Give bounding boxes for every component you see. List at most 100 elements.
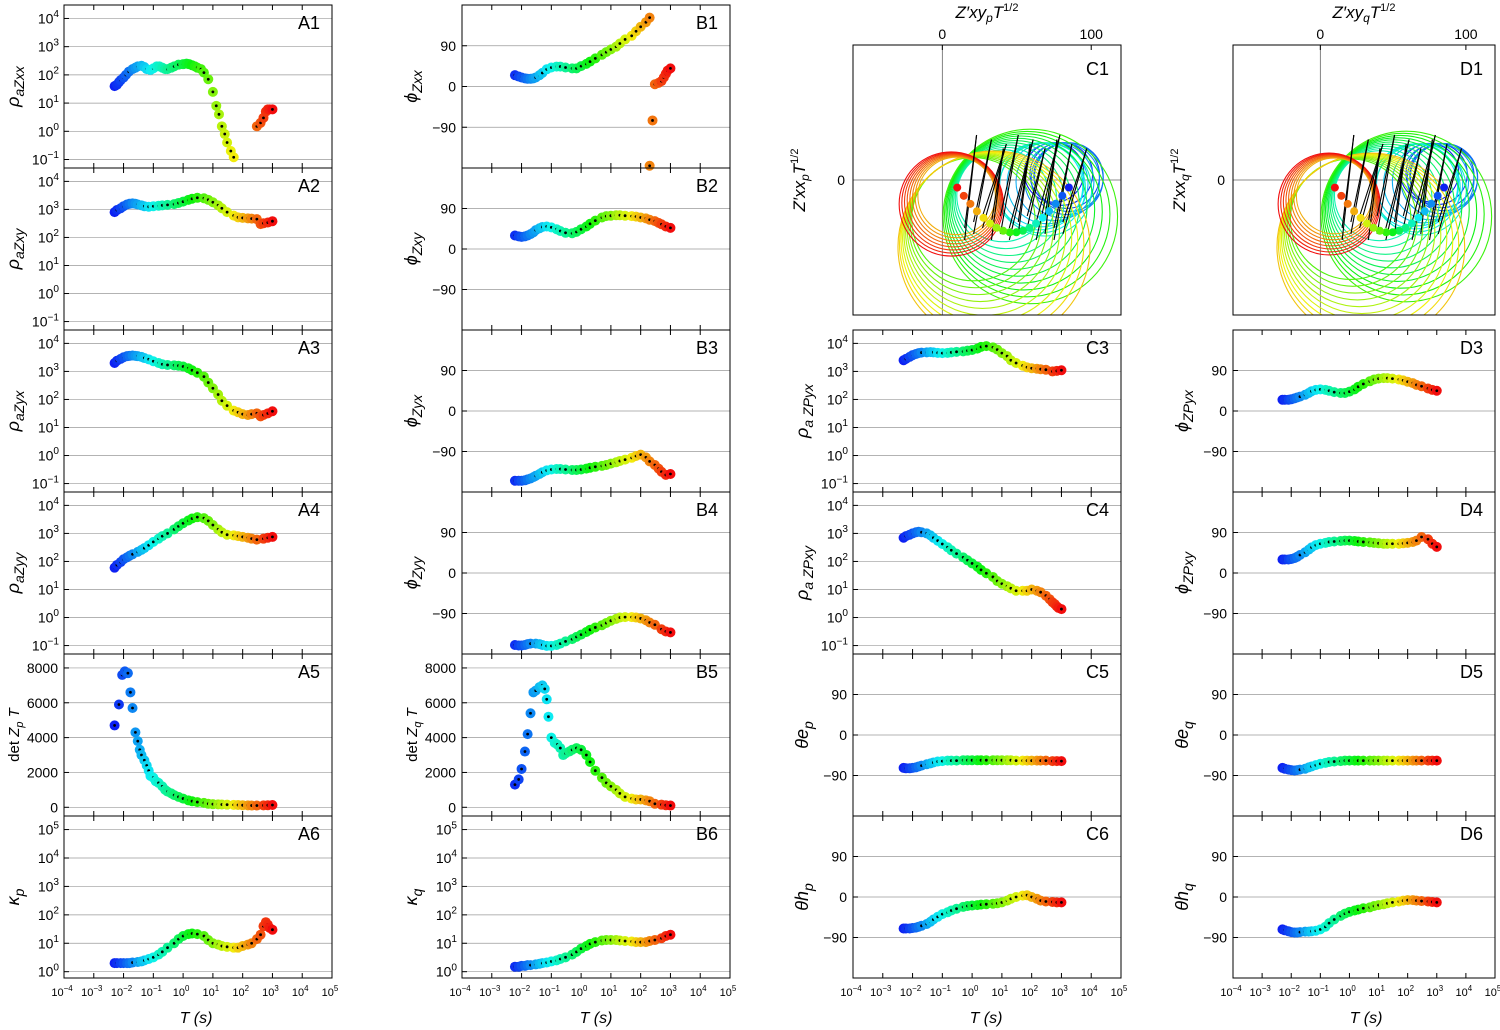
data-point-center [220,206,224,210]
x-tick-label: 104 [1456,984,1473,999]
ellipse-circle [1326,139,1463,276]
vector-line [1376,134,1396,235]
y-tick-label: 105 [38,820,60,837]
ellipse-centre [1064,183,1073,192]
data-point-center [255,804,259,807]
ellipse-circle [943,130,1111,298]
ellipse-circle [1282,155,1442,315]
panel-id-label: A3 [298,338,320,358]
vector-line [1008,139,1034,229]
y-tick-label: 104 [827,496,849,513]
top-x-tick-label: 100 [1080,26,1104,42]
data-point-center [160,950,164,954]
data-point-center [229,149,233,153]
y-tick-label: 104 [38,849,60,866]
panel-B4: −90 0 90 ϕZyy B4 [401,491,731,655]
data-point-center [653,938,657,942]
data-point-center [520,767,523,771]
y-tick-label: 105 [436,820,458,837]
y-tick-label: 90 [1211,525,1227,541]
data-point-center [564,468,567,471]
data-point-center [117,703,121,706]
y-tick-label: 90 [831,849,847,865]
panel-frame [1232,815,1496,979]
top-x-tick-label: 0 [938,26,946,42]
data-point-center [564,66,567,69]
data-point-center [593,940,597,944]
data-point-center [623,939,627,943]
vector-line [1035,134,1061,241]
vector-line [1394,143,1407,223]
data-point-center [955,759,958,763]
y-tick-label: 104 [436,849,458,866]
y-axis-label: θeq [1172,721,1196,749]
data-point-center [181,521,185,525]
ellipse-centre [1407,219,1416,228]
data-point-center [225,945,229,949]
ellipse-centre [966,199,975,208]
ellipse-centre [1051,199,1060,208]
data-point-center [564,231,567,235]
data-point-center [206,77,210,81]
data-point-center [955,907,958,911]
y-tick-label: 102 [827,390,849,407]
ellipse-circle [950,140,1080,270]
data-point-center [955,350,958,354]
data-point-center [1435,389,1439,393]
y-tick-label: 102 [38,390,60,407]
panel-id-label: B3 [696,338,718,358]
panel-id-label: D6 [1460,824,1483,844]
data-point-center [1014,759,1018,763]
y-axis-label: ϕZPxy [1172,551,1196,594]
data-point-center [113,724,116,727]
data-point-center [195,800,199,804]
data-point-center [195,932,199,936]
data-point-center [271,803,274,807]
ellipse-centre [1012,228,1021,237]
y-tick-label: 103 [38,362,60,379]
data-point-center [669,66,672,70]
data-point-center [1420,384,1423,388]
y-axis-label: ϕZPyx [1172,389,1196,432]
data-point-center [513,783,517,787]
ellipse-circle [1290,156,1375,241]
data-point-center [517,778,521,781]
y-tick-label: 8000 [27,660,58,676]
y-axis-label: ϕZyy [401,556,425,590]
data-point-center [206,519,210,523]
ellipse-circle [947,135,1096,284]
y-tick-label: 102 [38,66,60,83]
y-tick-label: 101 [38,418,60,435]
data-point-center [669,226,672,230]
data-point-center [1039,590,1043,594]
x-tick-label: 103 [660,984,677,999]
data-point-center [526,732,530,736]
y-tick-label: −90 [1203,444,1227,460]
top-x-tick-label: 100 [1454,26,1478,42]
y-tick-label: 100 [38,446,60,463]
data-point-center [618,791,622,795]
y-axis-label: ρa ZPxy [792,545,816,601]
panel-id-label: C3 [1086,338,1109,358]
panel-frame [63,653,333,817]
panel-frame [461,653,731,817]
data-point-center [166,363,169,367]
data-point-center [558,746,562,750]
ellipse-circle [901,152,1003,254]
y-axis-label: ρaZxy [3,228,27,271]
y-tick-label: 0 [1219,565,1227,581]
ellipse-circle [911,155,999,242]
y-tick-label: 10−1 [32,312,59,329]
data-point-center [653,802,657,806]
data-point-center [623,615,627,619]
data-point-center [593,626,597,629]
y-tick-label: 102 [827,552,849,569]
y-axis-label: ϕZyx [401,394,425,428]
ellipse-circle [1288,155,1377,244]
y-tick-label: 104 [827,334,849,351]
panel-D5: −90 0 90 θeq D5 [1172,653,1496,817]
x-tick-label: 105 [720,984,737,999]
data-point-center [1014,895,1018,899]
panel-id-label: B1 [696,13,718,33]
y-tick-label: 10−1 [821,474,848,491]
